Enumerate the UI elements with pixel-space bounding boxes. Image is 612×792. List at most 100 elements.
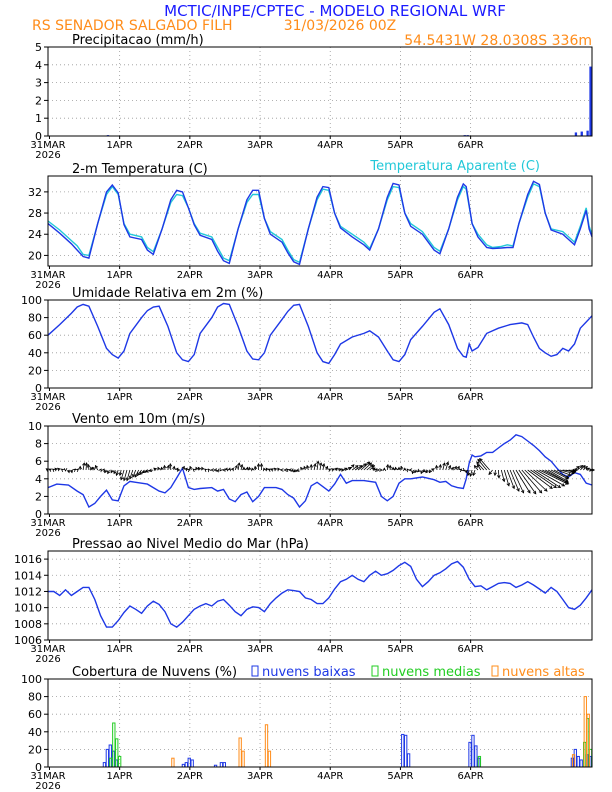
- wind-vector-head: [66, 469, 71, 474]
- x-tick-label: 4APR: [317, 771, 343, 782]
- y-tick-label: 2: [35, 94, 42, 107]
- cloud-bar-green: [112, 722, 116, 768]
- cloud-bar-blue: [576, 755, 580, 768]
- y-tick-label: 0: [35, 508, 42, 521]
- y-tick-label: 0: [35, 382, 42, 395]
- wind-vector-head: [132, 474, 136, 478]
- wind-vector: [442, 462, 445, 471]
- y-tick-label: 28: [28, 207, 42, 220]
- wind-vector-head: [63, 468, 68, 472]
- x-tick-label: 6APR: [458, 771, 484, 782]
- wind-vector-head: [581, 465, 586, 469]
- wind-vector-head: [567, 472, 572, 477]
- wind-vector-head: [136, 472, 141, 476]
- wind-vector: [550, 469, 569, 480]
- wind-vector-head: [60, 468, 65, 473]
- x-tick-label: 31MAR: [30, 518, 65, 529]
- wind-vector-head: [91, 466, 96, 471]
- wind-vector-head: [153, 467, 157, 472]
- wind-vector: [467, 469, 470, 476]
- x-tick-label: 31MAR: [30, 140, 65, 151]
- wind-vector-head: [270, 468, 274, 472]
- x-tick-label: 6APR: [458, 270, 484, 281]
- wind-vector-head: [425, 469, 429, 474]
- wind-vector: [474, 465, 479, 471]
- wind-vector-head: [511, 485, 515, 490]
- wind-vector: [488, 469, 493, 475]
- cloud-legend-swatch: [371, 665, 379, 677]
- wind-vector: [132, 469, 137, 478]
- x-tick-label: 2APR: [177, 270, 203, 281]
- wind-vector: [363, 462, 372, 471]
- panel-frame: [47, 46, 593, 137]
- header-station: RS SENADOR SALGADO FILH: [32, 18, 233, 34]
- cloud-legend-label: nuvens medias: [382, 665, 481, 680]
- wind-vector: [120, 469, 125, 480]
- wind-vector-head: [160, 466, 164, 471]
- wind-vector-head: [115, 472, 119, 477]
- wind-vector-head: [142, 469, 146, 473]
- x-tick-label: 1APR: [107, 392, 133, 403]
- wind-vector-head: [488, 471, 492, 476]
- wind-vector-head: [113, 470, 117, 475]
- cloud-legend-label: nuvens altas: [502, 665, 585, 680]
- rh-line-blue: [47, 302, 593, 365]
- cloud-bar-orange: [171, 757, 175, 768]
- wind-vector: [515, 469, 531, 494]
- wind-vector: [313, 463, 316, 471]
- wind-vector: [545, 469, 568, 483]
- y-tick-label: 1016: [14, 553, 42, 566]
- y-tick-label: 100: [21, 673, 42, 686]
- y-tick-label: 1008: [14, 618, 42, 631]
- y-tick-label: 32: [28, 186, 42, 199]
- cloud-bar-orange: [583, 696, 587, 768]
- y-tick-label: 5: [35, 41, 42, 54]
- wind-vector: [498, 469, 500, 478]
- wind-vector-head: [543, 488, 548, 492]
- wind-vector-head: [370, 464, 374, 468]
- x-tick-label: 3APR: [247, 270, 273, 281]
- wind-vector-head: [397, 466, 401, 471]
- temperature-legend: Temperatura Aparente (C): [369, 159, 540, 174]
- y-tick-label: 20: [28, 364, 42, 377]
- wind-vector-head: [434, 464, 439, 469]
- wind-vector-head: [306, 464, 310, 469]
- wind-vector-head: [110, 469, 114, 474]
- wind-vector: [137, 469, 142, 476]
- wind-vector: [577, 465, 583, 471]
- cloud-bar-blue: [401, 733, 405, 768]
- wind-vector-head: [466, 472, 471, 477]
- cloud-bar-green: [117, 755, 122, 768]
- x-tick-label: 5APR: [387, 771, 413, 782]
- wind-vector-head: [215, 468, 220, 473]
- wind-vector-head: [411, 470, 415, 475]
- precip-bar: [574, 132, 578, 136]
- x-year-label: 2026: [35, 781, 60, 792]
- cloud-bar-blue: [471, 734, 475, 768]
- x-tick-label: 31MAR: [30, 392, 65, 403]
- wind-vector-head: [300, 466, 304, 471]
- wind-vector-head: [376, 468, 380, 472]
- panel-title: Precipitacao (mm/h): [72, 33, 204, 48]
- x-tick-label: 31MAR: [30, 644, 65, 655]
- y-tick-label: 20: [28, 249, 42, 262]
- wind-vector-head: [414, 469, 418, 474]
- panel-title: Cobertura de Nuvens (%): [72, 665, 237, 680]
- wind-vector: [500, 469, 505, 482]
- wind-vector-head: [350, 464, 355, 468]
- wind-vector-head: [107, 470, 111, 475]
- wind-vector-head: [168, 462, 173, 467]
- wind-line-blue: [47, 434, 593, 509]
- wind-vector-head: [417, 468, 421, 473]
- wind-vector: [472, 469, 476, 476]
- x-year-label: 2026: [35, 150, 60, 161]
- wind-vector-head: [86, 463, 91, 468]
- wind-vector-head: [118, 472, 123, 477]
- wind-vector-head: [186, 468, 191, 473]
- panel-title: Pressao ao Nivel Medio do Mar (hPa): [72, 537, 309, 552]
- wind-vector: [518, 469, 537, 494]
- wind-vector-head: [321, 462, 326, 467]
- wind-vector: [494, 469, 496, 476]
- x-tick-label: 1APR: [107, 644, 133, 655]
- wind-vector-head: [318, 462, 323, 466]
